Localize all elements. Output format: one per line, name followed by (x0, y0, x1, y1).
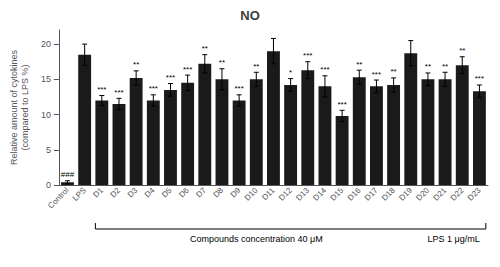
svg-text:20: 20 (41, 39, 51, 49)
svg-text:Control: Control (46, 186, 71, 211)
svg-text:D13: D13 (294, 185, 311, 202)
svg-text:**: ** (202, 44, 208, 53)
svg-text:D23: D23 (466, 185, 483, 202)
svg-text:D8: D8 (212, 185, 226, 199)
svg-text:D4: D4 (143, 185, 157, 199)
svg-text:***: *** (337, 100, 346, 109)
svg-text:Relative amount of cytokines: Relative amount of cytokines (9, 49, 19, 165)
svg-text:D5: D5 (160, 185, 174, 199)
svg-text:**: ** (390, 67, 396, 76)
svg-text:10: 10 (41, 110, 51, 120)
svg-text:D1: D1 (91, 185, 105, 199)
svg-text:***: *** (97, 85, 106, 94)
svg-text:D17: D17 (363, 185, 380, 202)
svg-text:***: *** (114, 88, 123, 97)
svg-text:LPS 1 μg/mL: LPS 1 μg/mL (428, 234, 480, 244)
svg-text:D15: D15 (329, 185, 346, 202)
svg-text:Compounds concentration 40 μM: Compounds concentration 40 μM (190, 234, 323, 244)
svg-text:**: ** (219, 58, 225, 67)
svg-text:D14: D14 (311, 185, 328, 202)
svg-text:**: ** (459, 46, 465, 55)
svg-text:NO: NO (240, 8, 260, 23)
svg-text:D11: D11 (260, 185, 277, 202)
svg-text:D16: D16 (346, 185, 363, 202)
svg-text:D6: D6 (177, 185, 191, 199)
svg-text:D21: D21 (432, 185, 449, 202)
svg-text:**: ** (356, 60, 362, 69)
svg-text:D18: D18 (380, 185, 397, 202)
svg-text:D19: D19 (397, 185, 414, 202)
svg-text:***: *** (320, 65, 329, 74)
svg-text:***: *** (303, 51, 312, 60)
svg-text:***: *** (166, 73, 175, 82)
svg-text:**: ** (425, 62, 431, 71)
svg-text:D7: D7 (194, 185, 208, 199)
svg-text:D3: D3 (126, 185, 140, 199)
svg-text:5: 5 (46, 145, 51, 155)
svg-text:***: *** (234, 84, 243, 93)
svg-text:D9: D9 (229, 185, 243, 199)
svg-text:LPS: LPS (71, 186, 88, 203)
svg-text:D2: D2 (109, 185, 123, 199)
svg-text:***: *** (372, 70, 381, 79)
svg-text:*: * (289, 68, 292, 77)
svg-text:###: ### (61, 170, 75, 179)
svg-text:**: ** (442, 62, 448, 71)
svg-text:***: *** (475, 74, 484, 83)
svg-text:D22: D22 (449, 185, 466, 202)
svg-text:D20: D20 (414, 185, 431, 202)
svg-text:***: *** (183, 65, 192, 74)
svg-text:15: 15 (41, 74, 51, 84)
svg-text:D12: D12 (277, 185, 294, 202)
svg-text:0: 0 (46, 180, 51, 190)
svg-text:D10: D10 (243, 185, 260, 202)
svg-text:(compared to LPS %): (compared to LPS %) (20, 64, 30, 150)
svg-text:**: ** (253, 62, 259, 71)
svg-text:**: ** (133, 60, 139, 69)
svg-text:***: *** (149, 84, 158, 93)
